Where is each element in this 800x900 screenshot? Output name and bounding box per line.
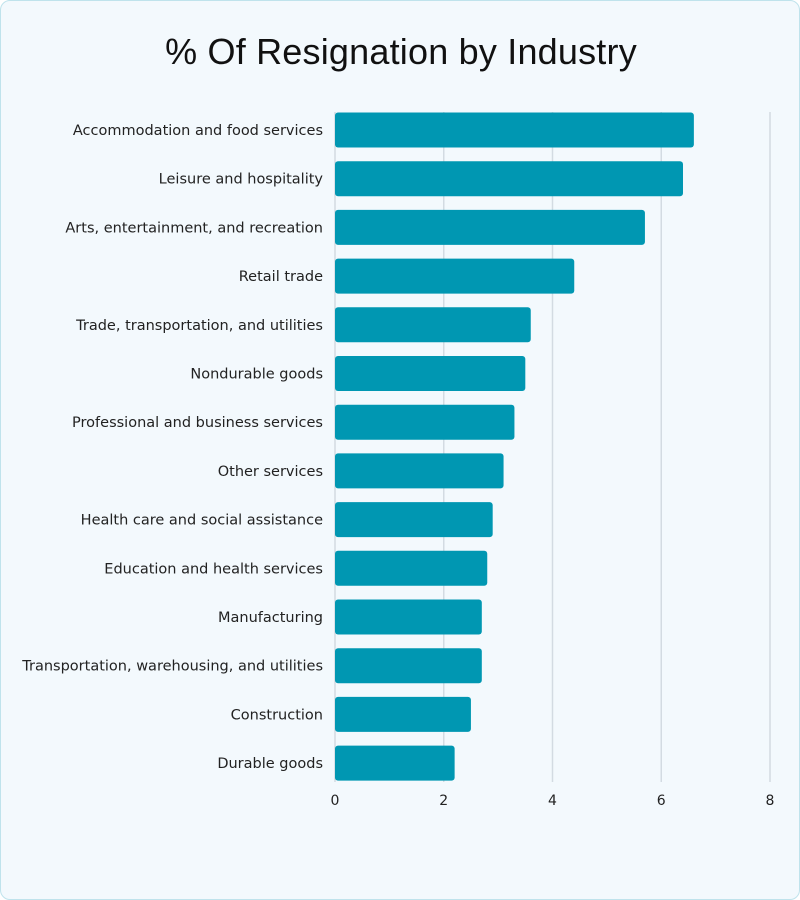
bar [335, 404, 515, 440]
x-tick-label: 8 [766, 793, 775, 809]
category-label: Nondurable goods [190, 367, 323, 383]
category-label: Manufacturing [218, 610, 323, 626]
bar [335, 356, 526, 391]
bar [335, 161, 683, 197]
category-label: Professional and business services [72, 415, 323, 431]
category-label: Other services [218, 464, 323, 480]
category-label: Trade, transportation, and utilities [75, 318, 323, 334]
bar [335, 209, 645, 245]
category-label: Durable goods [217, 756, 323, 772]
bar [335, 258, 575, 294]
category-label: Arts, entertainment, and recreation [65, 220, 323, 236]
x-tick-label: 4 [548, 793, 557, 809]
bar [335, 502, 493, 538]
x-tick-label: 6 [657, 793, 666, 809]
category-label: Transportation, warehousing, and utiliti… [21, 659, 323, 675]
bar [335, 648, 482, 684]
bar [335, 550, 488, 586]
category-label: Construction [231, 707, 323, 723]
x-tick-label: 0 [331, 793, 340, 809]
bar [335, 112, 694, 148]
category-label: Health care and social assistance [81, 513, 323, 529]
bar [335, 696, 471, 732]
chart-title: % Of Resignation by Industry [165, 31, 637, 72]
bar [335, 599, 482, 635]
bar [335, 453, 504, 489]
bar [335, 745, 455, 781]
category-label: Retail trade [239, 269, 323, 285]
x-tick-label: 2 [439, 793, 448, 809]
category-label: Accommodation and food services [73, 123, 323, 139]
category-label: Leisure and hospitality [159, 172, 324, 188]
category-label: Education and health services [104, 561, 323, 577]
bar [335, 307, 531, 343]
